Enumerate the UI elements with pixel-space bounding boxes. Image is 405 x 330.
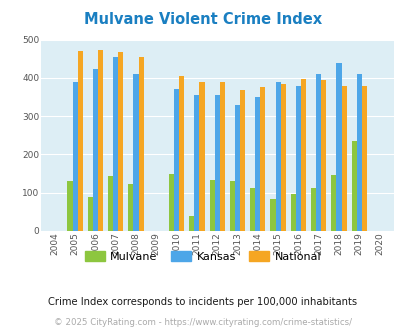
Bar <box>118 52 123 231</box>
Bar <box>113 57 118 231</box>
Bar <box>87 197 93 231</box>
Bar <box>270 199 275 231</box>
Text: Mulvane Violent Crime Index: Mulvane Violent Crime Index <box>84 12 321 27</box>
Bar <box>199 82 204 231</box>
Bar <box>260 87 265 231</box>
Bar <box>108 176 113 231</box>
Bar <box>341 85 346 231</box>
Bar <box>174 89 179 231</box>
Bar <box>219 82 224 231</box>
Bar <box>67 181 72 231</box>
Bar <box>77 51 83 231</box>
Legend: Mulvane, Kansas, National: Mulvane, Kansas, National <box>80 247 325 267</box>
Bar <box>356 74 361 231</box>
Bar <box>336 63 341 231</box>
Bar <box>330 176 336 231</box>
Bar <box>209 181 214 231</box>
Bar <box>98 50 103 231</box>
Bar <box>234 105 239 231</box>
Bar <box>179 76 184 231</box>
Text: Crime Index corresponds to incidents per 100,000 inhabitants: Crime Index corresponds to incidents per… <box>48 297 357 307</box>
Bar <box>249 188 255 231</box>
Bar <box>128 184 133 231</box>
Bar <box>310 188 315 231</box>
Bar <box>133 74 138 231</box>
Bar <box>280 84 285 231</box>
Bar <box>295 85 300 231</box>
Bar <box>255 97 260 231</box>
Bar <box>93 69 98 231</box>
Bar <box>229 181 234 231</box>
Bar <box>72 82 77 231</box>
Bar <box>361 86 366 231</box>
Bar <box>315 74 320 231</box>
Bar <box>320 80 326 231</box>
Bar <box>351 142 356 231</box>
Bar <box>300 79 305 231</box>
Bar <box>194 95 199 231</box>
Bar <box>275 82 280 231</box>
Bar <box>290 194 295 231</box>
Text: © 2025 CityRating.com - https://www.cityrating.com/crime-statistics/: © 2025 CityRating.com - https://www.city… <box>54 318 351 327</box>
Bar <box>214 95 219 231</box>
Bar <box>189 216 194 231</box>
Bar <box>239 90 245 231</box>
Bar <box>168 174 174 231</box>
Bar <box>138 57 143 231</box>
